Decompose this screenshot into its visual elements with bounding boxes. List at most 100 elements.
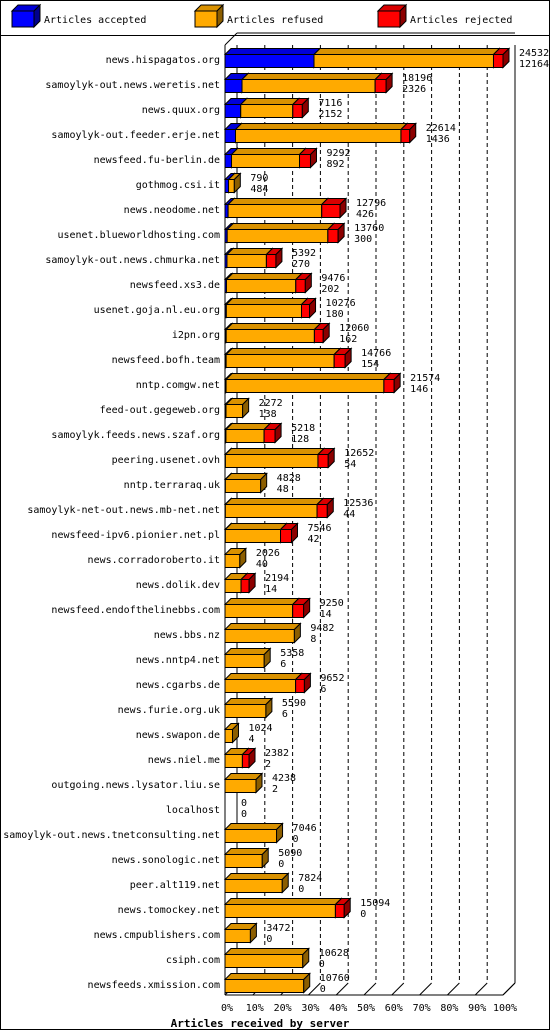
host-label: newsfeeds.xmission.com	[88, 980, 220, 991]
host-label: nntp.terraraq.uk	[124, 480, 220, 491]
host-label: i2pn.org	[172, 330, 220, 341]
value-label-bottom: 4	[248, 734, 254, 745]
host-label: news.sonologic.net	[112, 855, 220, 866]
value-label-top: 7116	[318, 98, 342, 109]
tick-mark	[363, 982, 377, 996]
x-tick-label-10: 100%	[493, 1003, 517, 1014]
value-label-top: 5218	[291, 423, 315, 434]
value-label-bottom: 2152	[318, 109, 342, 120]
host-label: news.quux.org	[142, 105, 220, 116]
bar-rejected	[298, 147, 318, 169]
bar-row: samoylyk-out.news.tnetconsulting.net 7046…	[3, 822, 317, 845]
bar-refused	[223, 697, 274, 719]
bar-refused	[223, 597, 300, 619]
host-label: newsfeed-ipv6.pionier.net.pl	[51, 530, 220, 541]
value-label-bottom: 0	[266, 934, 272, 945]
host-label: samoylyk-out.news.weretis.net	[45, 80, 220, 91]
x-tick-label-3: 30%	[301, 1003, 319, 1014]
host-label: news.bbs.nz	[154, 630, 220, 641]
value-label-top: 2026	[256, 548, 280, 559]
host-label: outgoing.news.lysator.liu.se	[51, 780, 220, 791]
bar-rejected	[382, 372, 402, 394]
bar-rejected	[492, 47, 511, 69]
value-label-bottom: 146	[410, 384, 428, 395]
host-label: news.cgarbs.de	[136, 680, 220, 691]
value-label-bottom: 180	[326, 309, 344, 320]
bar-refused	[224, 322, 322, 344]
value-label-top: 9250	[320, 598, 344, 609]
value-label-bottom: 44	[343, 509, 355, 520]
value-label-bottom: 484	[250, 184, 268, 195]
legend-label-1: Articles accepted	[44, 15, 146, 26]
host-label: peering.usenet.ovh	[112, 455, 220, 466]
host-label: samoylyk.feeds.news.szaf.org	[51, 430, 220, 441]
bar-refused	[225, 297, 309, 319]
value-label-top: 7546	[307, 523, 331, 534]
value-label-top: 1024	[248, 723, 272, 734]
bar-rejected	[332, 347, 353, 369]
value-label-top: 5358	[280, 648, 304, 659]
host-label: peer.alt119.net	[130, 880, 220, 891]
bar-refused	[230, 147, 307, 169]
value-label-bottom: 0	[360, 909, 366, 920]
value-label-bottom: 154	[361, 359, 379, 370]
value-label-top: 15094	[360, 898, 390, 909]
host-label: news.swapon.de	[136, 730, 220, 741]
tick-mark	[419, 982, 432, 996]
value-label-top: 21574	[410, 373, 440, 384]
value-label-top: 14766	[361, 348, 391, 359]
value-label-top: 4238	[272, 773, 296, 784]
value-label-top: 3472	[266, 923, 290, 934]
bar-row: localhost 00	[166, 798, 247, 820]
legend-swatch-2	[193, 3, 225, 29]
value-label-bottom: 2326	[402, 84, 426, 95]
bar-refused	[224, 397, 250, 419]
bar-refused	[223, 872, 290, 894]
value-label-bottom: 162	[339, 334, 357, 345]
bar-accepted	[223, 47, 322, 69]
bar-refused	[225, 272, 304, 294]
bar-rejected	[334, 897, 352, 919]
value-label-top: 2194	[265, 573, 289, 584]
host-label: news.furie.org.uk	[118, 705, 220, 716]
bar-refused	[239, 97, 301, 119]
bar-rejected	[265, 247, 284, 269]
host-label: newsfeed.fu-berlin.de	[94, 155, 220, 166]
bar-rejected	[315, 497, 335, 519]
host-label: newsfeed.endofthelinebbs.com	[51, 605, 220, 616]
bar-refused	[224, 372, 392, 394]
value-label-bottom: 6	[280, 659, 286, 670]
value-label-top: 2382	[265, 748, 289, 759]
x-tick-label-4: 40%	[329, 1003, 347, 1014]
host-label: newsfeed.bofh.team	[112, 355, 220, 366]
value-label-bottom: 202	[321, 284, 339, 295]
value-label-top: 24532	[519, 48, 549, 59]
host-label: samoylyk-out.news.tnetconsulting.net	[3, 830, 220, 841]
bar-refused	[234, 122, 409, 144]
x-tick-label-9: 90%	[468, 1003, 486, 1014]
value-label-top: 790	[250, 173, 268, 184]
bar-refused	[227, 172, 242, 194]
value-label-bottom: 0	[320, 984, 326, 995]
bar-refused	[223, 547, 248, 569]
bar-refused	[224, 522, 288, 544]
y-axis-depth	[224, 32, 238, 46]
value-label-bottom: 6	[320, 684, 326, 695]
value-label-top: 22614	[426, 123, 456, 134]
host-label: news.tomockey.net	[118, 905, 220, 916]
bar-refused	[223, 722, 240, 744]
legend-swatch-3	[376, 3, 408, 29]
